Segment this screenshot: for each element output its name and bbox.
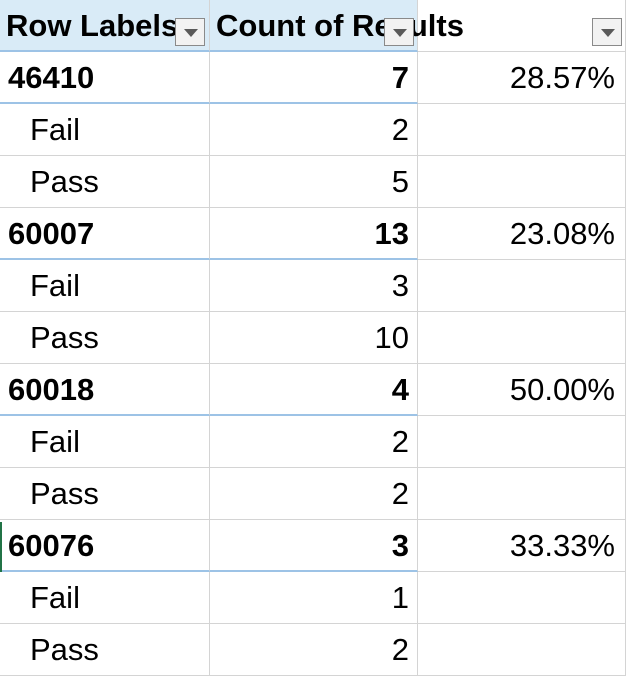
- filter-dropdown-icon: [393, 29, 407, 37]
- empty-cell[interactable]: [418, 624, 626, 676]
- group-label-cell[interactable]: 46410: [0, 52, 210, 104]
- group-count-cell[interactable]: 13: [210, 208, 418, 260]
- item-count: 2: [391, 632, 409, 667]
- group-pct-cell[interactable]: 50.00%: [418, 364, 626, 416]
- col3-header-cell[interactable]: [418, 0, 626, 52]
- item-count-cell[interactable]: 2: [210, 624, 418, 676]
- item-count: 1: [391, 580, 409, 615]
- count-header: Count of Results: [216, 8, 464, 43]
- group-count-cell[interactable]: 3: [210, 520, 418, 572]
- group-pct: 33.33%: [509, 528, 615, 563]
- empty-cell[interactable]: [418, 572, 626, 624]
- group-pct-cell[interactable]: 28.57%: [418, 52, 626, 104]
- selection-indicator: [0, 522, 2, 572]
- item-label-cell[interactable]: Pass: [0, 624, 210, 676]
- item-label: Pass: [30, 476, 99, 511]
- item-count: 2: [391, 476, 409, 511]
- item-count: 10: [374, 320, 409, 355]
- empty-cell[interactable]: [418, 104, 626, 156]
- item-label-cell[interactable]: Pass: [0, 312, 210, 364]
- item-count: 3: [391, 268, 409, 303]
- group-label-cell[interactable]: 60018: [0, 364, 210, 416]
- item-count: 2: [391, 112, 409, 147]
- item-count: 5: [391, 164, 409, 199]
- item-label: Fail: [30, 580, 80, 615]
- item-label-cell[interactable]: Fail: [0, 104, 210, 156]
- item-row: Fail 2: [0, 104, 628, 156]
- item-label: Pass: [30, 164, 99, 199]
- group-row: 60076 3 33.33%: [0, 520, 628, 572]
- item-label: Pass: [30, 632, 99, 667]
- empty-cell[interactable]: [418, 416, 626, 468]
- group-pct-cell[interactable]: 33.33%: [418, 520, 626, 572]
- col3-filter-button[interactable]: [592, 18, 622, 46]
- item-row: Fail 2: [0, 416, 628, 468]
- group-pct: 28.57%: [509, 60, 615, 95]
- group-count-cell[interactable]: 4: [210, 364, 418, 416]
- item-label: Pass: [30, 320, 99, 355]
- group-label: 60018: [8, 372, 95, 407]
- item-count-cell[interactable]: 2: [210, 416, 418, 468]
- group-row: 60018 4 50.00%: [0, 364, 628, 416]
- item-label-cell[interactable]: Fail: [0, 260, 210, 312]
- item-row: Pass 10: [0, 312, 628, 364]
- group-pct-cell[interactable]: 23.08%: [418, 208, 626, 260]
- group-count: 4: [391, 372, 409, 407]
- item-count-cell[interactable]: 3: [210, 260, 418, 312]
- group-label-cell[interactable]: 60076: [0, 520, 210, 572]
- group-row: 46410 7 28.57%: [0, 52, 628, 104]
- item-row: Fail 3: [0, 260, 628, 312]
- group-count: 13: [374, 216, 409, 251]
- pivot-header-row: Row Labels Count of Results: [0, 0, 628, 52]
- item-count: 2: [391, 424, 409, 459]
- item-count-cell[interactable]: 5: [210, 156, 418, 208]
- empty-cell[interactable]: [418, 312, 626, 364]
- count-header-cell[interactable]: Count of Results: [210, 0, 464, 52]
- item-row: Pass 2: [0, 624, 628, 676]
- item-row: Pass 5: [0, 156, 628, 208]
- empty-cell[interactable]: [418, 468, 626, 520]
- row-labels-header: Row Labels: [6, 8, 179, 43]
- item-label: Fail: [30, 424, 80, 459]
- group-pct: 23.08%: [509, 216, 615, 251]
- group-label: 60007: [8, 216, 95, 251]
- group-label: 60076: [8, 528, 95, 563]
- item-label: Fail: [30, 268, 80, 303]
- item-row: Fail 1: [0, 572, 628, 624]
- item-count-cell[interactable]: 2: [210, 468, 418, 520]
- count-filter-button[interactable]: [384, 18, 414, 46]
- group-count: 3: [391, 528, 409, 563]
- item-label-cell[interactable]: Pass: [0, 468, 210, 520]
- group-row: 60007 13 23.08%: [0, 208, 628, 260]
- item-label-cell[interactable]: Fail: [0, 572, 210, 624]
- item-count-cell[interactable]: 1: [210, 572, 418, 624]
- group-count: 7: [391, 60, 409, 95]
- item-label-cell[interactable]: Pass: [0, 156, 210, 208]
- item-count-cell[interactable]: 10: [210, 312, 418, 364]
- group-label: 46410: [8, 60, 95, 95]
- item-row: Pass 2: [0, 468, 628, 520]
- row-labels-filter-button[interactable]: [175, 18, 205, 46]
- group-label-cell[interactable]: 60007: [0, 208, 210, 260]
- group-pct: 50.00%: [509, 372, 615, 407]
- empty-cell[interactable]: [418, 156, 626, 208]
- item-label-cell[interactable]: Fail: [0, 416, 210, 468]
- item-count-cell[interactable]: 2: [210, 104, 418, 156]
- filter-dropdown-icon: [184, 29, 198, 37]
- group-count-cell[interactable]: 7: [210, 52, 418, 104]
- filter-dropdown-icon: [601, 29, 615, 37]
- item-label: Fail: [30, 112, 80, 147]
- empty-cell[interactable]: [418, 260, 626, 312]
